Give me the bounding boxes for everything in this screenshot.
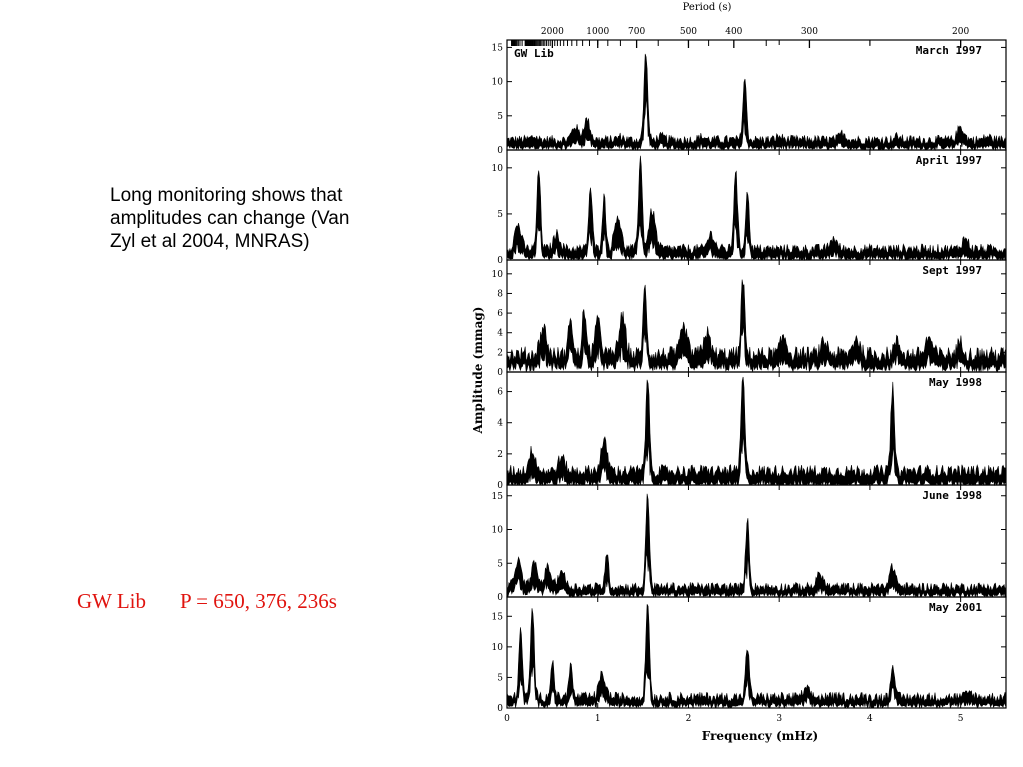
y-tick-label: 8 xyxy=(497,289,503,299)
panel-frame xyxy=(506,596,1007,709)
y-axis-label: Amplitude (mmag) xyxy=(471,307,485,435)
y-tick-label: 5 xyxy=(497,210,503,220)
y-tick-label: 10 xyxy=(492,643,504,653)
frequency-axis: 0 1 2 3 4 5 xyxy=(504,714,964,724)
panel-5: 0 5 10 15 May 2001 xyxy=(492,596,1007,714)
y-tick-label: 15 xyxy=(492,43,504,53)
y-tick-label: 4 xyxy=(497,419,503,429)
spectrum-series xyxy=(506,279,1007,374)
panel-stack: 0 5 10 15 March 1997 GW Lib 0 5 10 April 1997 0 2 4 6… xyxy=(492,39,1007,714)
star-caption: GW Lib P = 650, 376, 236s xyxy=(77,589,337,614)
annotation-text: Long monitoring shows that amplitudes ca… xyxy=(110,185,350,252)
y-tick-label: 2 xyxy=(497,450,503,460)
period-tick-label: 700 xyxy=(628,27,645,37)
spectrum-series xyxy=(506,376,1007,487)
y-tick-label: 0 xyxy=(497,256,503,266)
panel-0: 0 5 10 15 March 1997 GW Lib xyxy=(492,39,1007,156)
period-tick-label: 500 xyxy=(680,27,697,37)
spectrum-series xyxy=(506,493,1007,599)
y-tick-label: 5 xyxy=(497,559,503,569)
panel-date-label: April 1997 xyxy=(916,154,982,167)
x-tick-label: 4 xyxy=(867,714,873,724)
period-tick-label: 200 xyxy=(952,27,969,37)
panel-1: 0 5 10 April 1997 xyxy=(492,149,1007,266)
y-tick-label: 10 xyxy=(492,526,504,536)
y-tick-label: 10 xyxy=(492,270,504,280)
x-tick-label: 1 xyxy=(595,714,601,724)
panel-4: 0 5 10 15 June 1998 xyxy=(492,484,1007,603)
period-tick-label: 300 xyxy=(801,27,818,37)
y-tick-label: 0 xyxy=(497,481,503,491)
caption-periods: P = 650, 376, 236s xyxy=(180,589,337,613)
panel-2: 0 2 4 6 8 10 Sept 1997 xyxy=(492,259,1007,378)
y-tick-label: 6 xyxy=(497,388,503,398)
x-axis-label: Frequency (mHz) xyxy=(702,729,818,743)
x-tick-label: 3 xyxy=(776,714,782,724)
y-tick-label: 0 xyxy=(497,593,503,603)
star-name-label: GW Lib xyxy=(514,47,554,60)
y-tick-label: 5 xyxy=(497,112,503,122)
y-tick-label: 2 xyxy=(497,348,503,358)
period-tick-label: 2000 xyxy=(541,27,564,37)
x-tick-label: 2 xyxy=(686,714,692,724)
period-tick-label: 1000 xyxy=(586,27,609,37)
y-tick-label: 0 xyxy=(497,146,503,156)
x-tick-label: 5 xyxy=(958,714,964,724)
panel-date-label: June 1998 xyxy=(922,489,982,502)
y-tick-label: 0 xyxy=(497,368,503,378)
top-axis-label: Period (s) xyxy=(683,2,732,13)
panel-3: 0 2 4 6 May 1998 xyxy=(497,371,1007,491)
period-tick-label: 400 xyxy=(725,27,742,37)
panel-date-label: March 1997 xyxy=(916,44,982,57)
y-tick-label: 4 xyxy=(497,329,503,339)
y-tick-label: 0 xyxy=(497,704,503,714)
y-tick-label: 6 xyxy=(497,309,503,319)
panel-date-label: May 2001 xyxy=(929,601,982,614)
y-tick-label: 15 xyxy=(492,492,504,502)
y-tick-label: 5 xyxy=(497,673,503,683)
caption-star-name: GW Lib xyxy=(77,589,147,613)
x-tick-label: 0 xyxy=(504,714,510,724)
y-tick-label: 10 xyxy=(492,78,504,88)
panel-date-label: Sept 1997 xyxy=(922,264,982,277)
spectrum-series xyxy=(506,53,1007,152)
y-tick-label: 15 xyxy=(492,612,504,622)
y-tick-label: 10 xyxy=(492,164,504,174)
spectrum-series xyxy=(506,155,1007,262)
spectrum-series xyxy=(506,604,1007,709)
panel-date-label: May 1998 xyxy=(929,376,982,389)
